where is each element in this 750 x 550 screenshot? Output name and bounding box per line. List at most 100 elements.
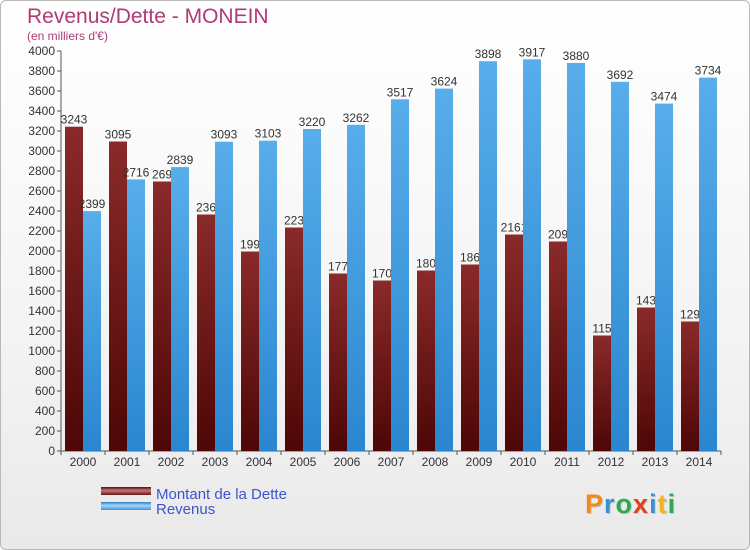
y-tick-label: 2200 (28, 224, 55, 238)
y-tick-label: 0 (48, 444, 55, 458)
bar-dette (461, 264, 479, 451)
data-label-dette: 143 (636, 294, 656, 308)
data-label-revenus: 3624 (431, 75, 458, 89)
logo-letter: r (604, 489, 616, 519)
y-tick-label: 1800 (28, 264, 55, 278)
y-tick-label: 2400 (28, 204, 55, 218)
bar-revenus (127, 179, 145, 451)
bar-dette (241, 251, 259, 451)
data-label-revenus: 2399 (79, 197, 106, 211)
data-label-dette: 3095 (105, 128, 132, 142)
bar-dette (637, 307, 655, 451)
y-tick-label: 1200 (28, 324, 55, 338)
bar-revenus (523, 59, 541, 452)
bar-revenus (347, 124, 365, 452)
data-label-dette: 186 (460, 251, 480, 265)
data-label-revenus: 2716 (123, 165, 150, 179)
y-tick-label: 2800 (28, 164, 55, 178)
x-tick-label: 2010 (510, 455, 537, 469)
data-label-revenus: 3880 (563, 49, 590, 63)
y-tick-label: 1600 (28, 284, 55, 298)
data-label-revenus: 3474 (651, 90, 678, 104)
y-tick-label: 400 (35, 404, 55, 418)
y-tick-label: 2600 (28, 184, 55, 198)
logo-letter: P (585, 489, 605, 519)
legend-label-dette: Montant de la Dette (156, 486, 287, 503)
bar-revenus (611, 81, 629, 452)
data-label-revenus: 3262 (343, 111, 370, 125)
x-tick-label: 2002 (158, 455, 185, 469)
data-label-dette: 2161 (501, 221, 528, 235)
y-tick-label: 3000 (28, 144, 55, 158)
y-tick-label: 800 (35, 364, 55, 378)
data-label-dette: 199 (240, 238, 260, 252)
bar-revenus (303, 129, 321, 451)
bar-revenus (215, 141, 233, 451)
x-tick-label: 2008 (422, 455, 449, 469)
x-tick-label: 2000 (70, 455, 97, 469)
data-label-revenus: 3734 (695, 64, 722, 78)
y-tick-label: 2000 (28, 244, 55, 258)
y-tick-label: 3600 (28, 84, 55, 98)
x-tick-label: 2005 (290, 455, 317, 469)
data-label-dette: 269 (152, 168, 172, 182)
logo-letter: i (649, 489, 658, 519)
y-tick-label: 4000 (28, 44, 55, 58)
bar-dette (549, 241, 567, 451)
legend-label-revenus: Revenus (156, 501, 216, 518)
x-tick-label: 2014 (686, 455, 713, 469)
chart-subtitle: (en milliers d'€) (27, 29, 108, 43)
y-tick-label: 3800 (28, 64, 55, 78)
bar-revenus (391, 99, 409, 452)
x-tick-label: 2009 (466, 455, 493, 469)
data-label-dette: 170 (372, 267, 392, 281)
bar-revenus (655, 103, 673, 451)
bar-dette (417, 270, 435, 451)
data-label-revenus: 3220 (299, 115, 326, 129)
y-tick-label: 1400 (28, 304, 55, 318)
bar-dette (329, 273, 347, 451)
bar-revenus (479, 61, 497, 451)
data-label-dette: 129 (680, 308, 700, 322)
y-tick-label: 200 (35, 424, 55, 438)
proxiti-logo: Proxiti (585, 489, 676, 520)
x-tick-label: 2011 (554, 455, 580, 469)
legend-swatch-revenus (101, 502, 151, 510)
bar-dette (373, 280, 391, 451)
data-label-dette: 236 (196, 201, 216, 215)
bar-dette (109, 141, 127, 451)
bar-dette (285, 227, 303, 451)
bar-revenus (699, 77, 717, 451)
data-label-dette: 3243 (61, 113, 88, 127)
data-label-dette: 177 (328, 260, 348, 274)
x-tick-label: 2004 (246, 455, 273, 469)
logo-letter: i (667, 489, 677, 519)
bar-dette (153, 181, 171, 451)
bar-dette (197, 214, 215, 451)
data-label-revenus: 3898 (475, 47, 502, 61)
y-tick-label: 3400 (28, 104, 55, 118)
bar-revenus (435, 88, 453, 451)
y-tick-label: 3200 (28, 124, 55, 138)
data-label-dette: 209 (548, 228, 568, 242)
bar-dette (505, 234, 523, 451)
data-label-revenus: 3917 (519, 45, 546, 59)
x-tick-label: 2007 (378, 455, 405, 469)
bar-dette (593, 335, 611, 451)
data-label-revenus: 3103 (255, 127, 282, 141)
data-label-revenus: 3692 (607, 68, 634, 82)
logo-letter: o (615, 489, 634, 519)
data-label-revenus: 3517 (387, 85, 414, 99)
y-tick-label: 1000 (28, 344, 55, 358)
data-label-revenus: 3093 (211, 128, 238, 142)
x-tick-label: 2003 (202, 455, 229, 469)
bar-revenus (259, 140, 277, 451)
data-label-dette: 180 (416, 257, 436, 271)
logo-letter: t (657, 489, 668, 519)
x-tick-label: 2001 (114, 455, 141, 469)
data-label-dette: 223 (284, 214, 304, 228)
data-label-revenus: 2839 (167, 153, 194, 167)
bar-revenus (567, 63, 585, 451)
